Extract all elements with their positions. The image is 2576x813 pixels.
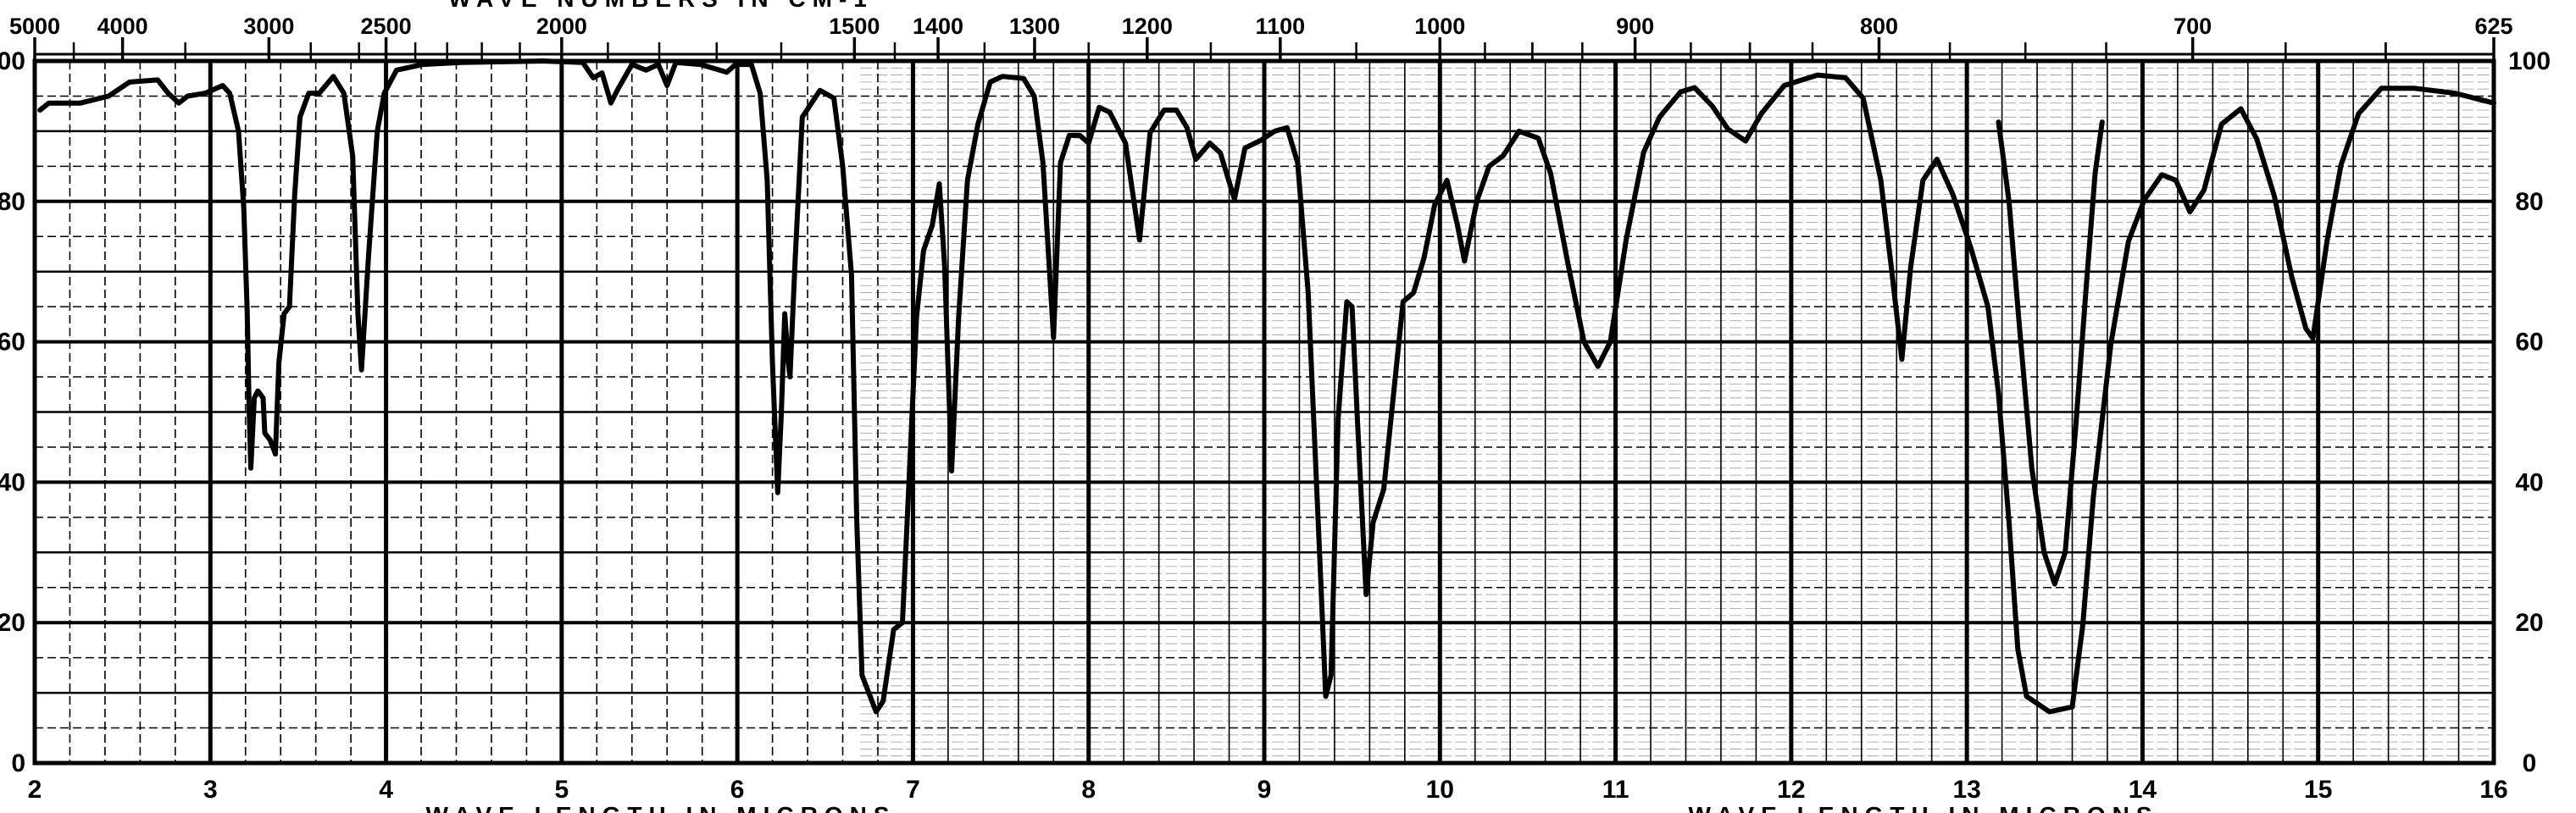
top-axis-tick-label: 3000	[243, 14, 294, 39]
x-tick-label: 10	[1426, 776, 1454, 804]
x-tick-label: 9	[1257, 776, 1272, 804]
y-tick-label-left: 0	[11, 749, 25, 777]
x-tick-label: 15	[2304, 776, 2332, 804]
x-tick-label: 6	[730, 776, 745, 804]
x-axis-label: WAVE LENGTH IN MICRONS	[425, 802, 896, 813]
grid	[32, 59, 2496, 765]
y-tick-label-right: 100	[2508, 47, 2551, 75]
x-tick-label: 2	[28, 776, 42, 804]
x-tick-label: 8	[1081, 776, 1096, 804]
top-axis-tick-label: 2000	[536, 14, 587, 39]
top-axis-tick-label: 2500	[361, 14, 412, 39]
x-tick-label: 3	[203, 776, 218, 804]
top-axis-tick-label: 5000	[9, 14, 60, 39]
y-tick-label-left: 80	[0, 188, 25, 216]
top-axis-tick-label: 1500	[829, 14, 880, 39]
top-axis-title: WAVE NUMBERS IN CM-1	[448, 0, 874, 12]
y-tick-label-left: 40	[0, 468, 25, 496]
plot-frame	[32, 58, 2496, 766]
top-axis-tick-label: 1300	[1009, 14, 1060, 39]
y-tick-label-right: 20	[2515, 609, 2543, 637]
spectrum-trace-1	[37, 58, 2496, 715]
x-tick-label: 11	[1602, 776, 1629, 804]
top-axis-tick-label: 1200	[1122, 14, 1173, 39]
y-tick-label-left: 20	[0, 609, 25, 637]
axes: 2 3 4 5 6 7 8 9 10 11 12 13 14 15 16 100 80 60 40 20 0 100 80 6…	[0, 14, 2551, 804]
x-tick-label: 16	[2479, 776, 2507, 804]
top-axis-tick-label: 1000	[1414, 14, 1465, 39]
x-tick-label: 4	[379, 776, 393, 804]
y-tick-label-right: 60	[2515, 329, 2543, 357]
top-axis-tick-label: 1100	[1256, 14, 1306, 39]
top-axis-tick-label: 1400	[913, 14, 963, 39]
x-tick-label: 13	[1952, 776, 1980, 804]
top-axis-tick-label: 800	[1860, 14, 1898, 39]
top-axis-tick-label: 4000	[97, 14, 148, 39]
x-tick-label: 5	[555, 776, 569, 804]
series-layer	[37, 58, 2496, 715]
spectrum-trace-2	[1996, 119, 2105, 587]
y-tick-label-left: 60	[0, 329, 25, 357]
x-tick-label: 14	[2129, 776, 2157, 804]
y-tick-label-left: 100	[0, 47, 25, 75]
top-axis-tick-label: 700	[2174, 14, 2212, 39]
y-tick-label-right: 0	[2523, 749, 2537, 777]
x-axis-label-right: WAVE LENGTH IN MICRONS	[1688, 802, 2158, 813]
y-tick-label-right: 40	[2515, 468, 2543, 496]
y-tick-label-right: 80	[2515, 188, 2543, 216]
x-tick-label: 7	[906, 776, 920, 804]
x-tick-label: 12	[1777, 776, 1805, 804]
top-axis-tick-label: 900	[1616, 14, 1654, 39]
top-axis-tick-label: 625	[2474, 14, 2512, 39]
